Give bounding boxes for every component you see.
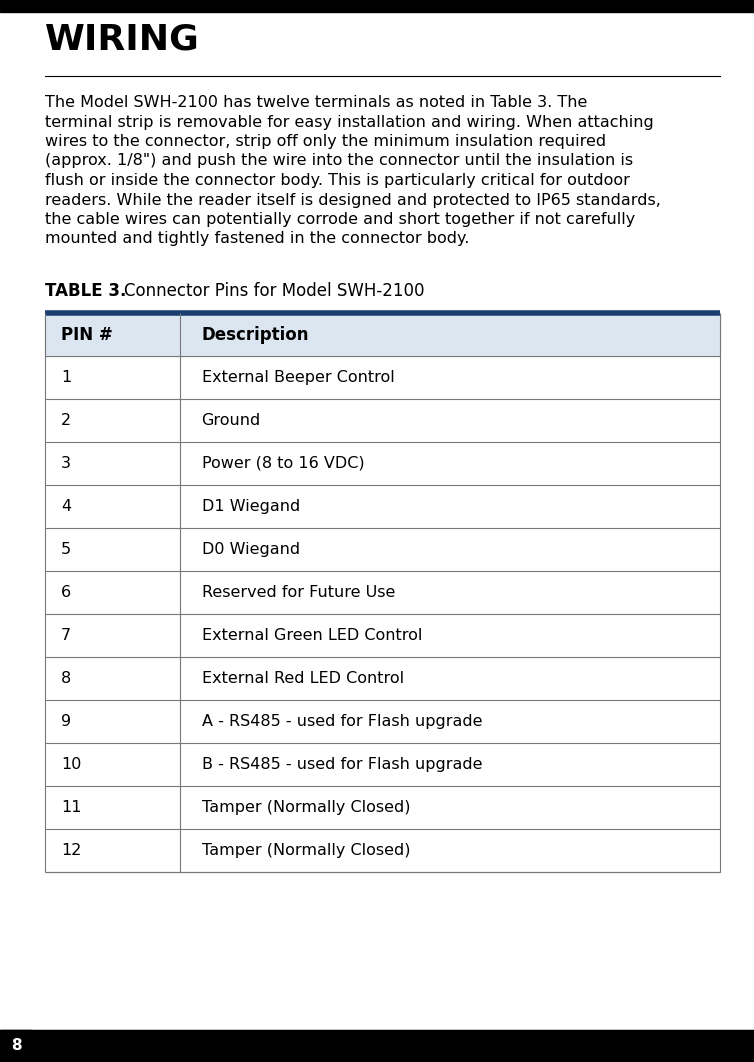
Text: (approx. 1/8") and push the wire into the connector until the insulation is: (approx. 1/8") and push the wire into th… — [45, 154, 633, 169]
Text: 4: 4 — [61, 499, 72, 514]
Text: 8: 8 — [61, 671, 72, 686]
Text: Description: Description — [201, 325, 309, 343]
Text: Ground: Ground — [201, 413, 261, 428]
Text: 6: 6 — [61, 585, 72, 600]
Text: 1: 1 — [61, 370, 72, 386]
Text: 9: 9 — [61, 714, 72, 729]
Text: D0 Wiegand: D0 Wiegand — [201, 542, 300, 556]
Text: Connector Pins for Model SWH-2100: Connector Pins for Model SWH-2100 — [103, 282, 425, 299]
Text: WIRING: WIRING — [45, 22, 200, 56]
Text: B - RS485 - used for Flash upgrade: B - RS485 - used for Flash upgrade — [201, 757, 482, 772]
Text: flush or inside the connector body. This is particularly critical for outdoor: flush or inside the connector body. This… — [45, 173, 630, 188]
Text: Reserved for Future Use: Reserved for Future Use — [201, 585, 395, 600]
Text: 10: 10 — [61, 757, 81, 772]
Text: mounted and tightly fastened in the connector body.: mounted and tightly fastened in the conn… — [45, 232, 470, 246]
Text: 2: 2 — [61, 413, 72, 428]
Bar — [0, 1030, 32, 1062]
Text: PIN #: PIN # — [61, 325, 113, 343]
Text: External Green LED Control: External Green LED Control — [201, 628, 422, 643]
Text: External Red LED Control: External Red LED Control — [201, 671, 403, 686]
Text: terminal strip is removable for easy installation and wiring. When attaching: terminal strip is removable for easy ins… — [45, 115, 654, 130]
Text: readers. While the reader itself is designed and protected to IP65 standards,: readers. While the reader itself is desi… — [45, 192, 661, 207]
Text: the cable wires can potentially corrode and short together if not carefully: the cable wires can potentially corrode … — [45, 212, 636, 227]
Text: 12: 12 — [61, 843, 81, 858]
Bar — [45, 313, 720, 356]
Text: 5: 5 — [61, 542, 72, 556]
Text: 8: 8 — [11, 1039, 21, 1054]
Text: 11: 11 — [61, 800, 81, 815]
Text: 3: 3 — [61, 456, 71, 472]
Text: 7: 7 — [61, 628, 72, 643]
Text: D1 Wiegand: D1 Wiegand — [201, 499, 300, 514]
Text: Tamper (Normally Closed): Tamper (Normally Closed) — [201, 800, 410, 815]
Text: TABLE 3.: TABLE 3. — [45, 282, 127, 299]
Bar — [0, 0, 754, 12]
Text: External Beeper Control: External Beeper Control — [201, 370, 394, 386]
Text: A - RS485 - used for Flash upgrade: A - RS485 - used for Flash upgrade — [201, 714, 482, 729]
Text: Tamper (Normally Closed): Tamper (Normally Closed) — [201, 843, 410, 858]
Text: The Model SWH-2100 has twelve terminals as noted in Table 3. The: The Model SWH-2100 has twelve terminals … — [45, 95, 587, 110]
Text: Power (8 to 16 VDC): Power (8 to 16 VDC) — [201, 456, 364, 472]
Bar — [0, 1030, 754, 1062]
Text: wires to the connector, strip off only the minimum insulation required: wires to the connector, strip off only t… — [45, 134, 606, 149]
